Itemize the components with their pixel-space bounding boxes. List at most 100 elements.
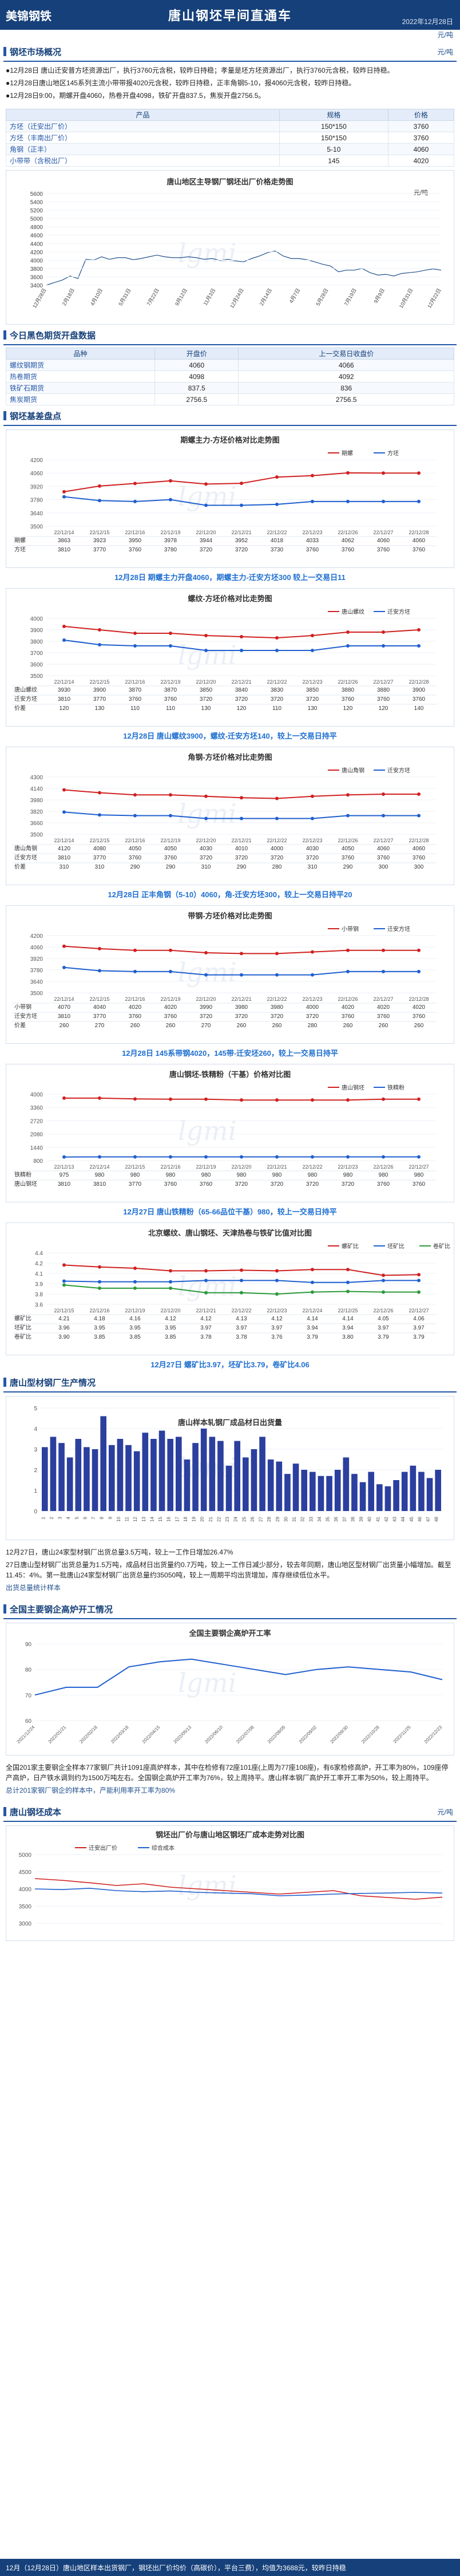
table-cell: 3.97 (378, 1325, 389, 1331)
watermark: lgmi (178, 1667, 237, 1698)
data-point (275, 796, 279, 800)
table-cell: 3720 (235, 547, 248, 553)
section-header-futures: 今日黑色期货开盘数据 (0, 328, 460, 342)
watermark: lgmi (178, 1870, 237, 1901)
legend-label: 方坯 (387, 449, 399, 457)
table-cell: 唐山角钢 (14, 845, 37, 852)
y-tick-label: 3780 (30, 968, 43, 974)
x-tick-label: 32 (300, 1516, 306, 1521)
legend-label: 唐山钢坯 (342, 1084, 364, 1091)
y-tick-label: 0 (34, 1509, 37, 1515)
bar (125, 1445, 132, 1511)
table-cell: 3850 (200, 687, 213, 693)
table-cell: 4060 (413, 538, 426, 544)
data-point (62, 495, 66, 499)
data-point (382, 1273, 385, 1277)
x-tick-label: 22/12/28 (409, 530, 429, 535)
y-tick-label: 3780 (30, 498, 43, 504)
data-point (382, 1279, 385, 1283)
y-tick-label: 5400 (30, 200, 43, 206)
bar (158, 1430, 165, 1511)
table-cell: 3980 (235, 1004, 248, 1011)
series-line (34, 1887, 443, 1896)
table-cell: 4020 (342, 1004, 355, 1011)
table-cell: 260 (272, 1023, 282, 1029)
comparison-chart: lgmi 唐山钢坯-铁精粉（干基）价格对比图 唐山钢坯 铁精粉 800 1440 2080 2… (6, 1064, 454, 1202)
y-tick-label: 3800 (30, 639, 43, 645)
data-point (311, 1155, 314, 1159)
data-point (133, 969, 137, 973)
y-tick-label: 3500 (30, 524, 43, 530)
chart-title: 北京螺纹、唐山钢坯、天津热卷与铁矿比值对比图 (148, 1229, 312, 1237)
x-tick-label: 8 (100, 1516, 105, 1519)
data-point (382, 969, 385, 973)
table-cell: 3760 (377, 696, 390, 703)
table-cell: 3.85 (165, 1334, 176, 1340)
x-tick-label: 13 (141, 1516, 146, 1521)
x-tick-label: 22/12/20 (196, 679, 216, 685)
section-marker (3, 47, 6, 56)
x-tick-label: 22/12/23 (302, 996, 322, 1002)
data-point (275, 816, 279, 820)
x-tick-label: 22/12/23 (302, 530, 322, 535)
table-cell: 3760 (164, 855, 177, 861)
x-tick-label: 44 (400, 1516, 406, 1521)
market-price-table: 产品 规格 价格 方坯（迁安出厂价） 150*150 3760 方坯（丰南出厂价） 1… (6, 109, 455, 167)
y-tick-label: 3920 (30, 956, 43, 962)
data-point (169, 1155, 172, 1159)
data-point (346, 948, 350, 952)
y-tick-label: 4140 (30, 786, 43, 792)
x-tick-label: 10月31日 (398, 287, 414, 309)
section-marker (3, 1807, 6, 1816)
data-point (417, 471, 421, 475)
table-cell: 3760 (413, 696, 426, 703)
page-title: 唐山钢坯早间直通车 (168, 9, 292, 23)
data-point (311, 1280, 314, 1284)
y-tick-label: 4.2 (35, 1261, 43, 1267)
table-cell: 150*150 (279, 132, 388, 144)
table-header: 规格 (279, 109, 388, 121)
bar (167, 1439, 173, 1511)
table-cell: 980 (201, 1172, 211, 1178)
x-tick-label: 22/12/28 (409, 679, 429, 685)
x-tick-label: 22/12/14 (54, 996, 74, 1002)
data-point (204, 951, 208, 954)
production-note: 出货总量统计样本 (6, 1584, 61, 1592)
data-point (169, 1097, 172, 1101)
section-rule (3, 344, 457, 345)
comparison-chart: lgmi 角钢-方坯价格对比走势图 唐山角钢 迁安方坯 3500 3660 3820 3980… (6, 747, 454, 885)
table-cell: 4.06 (413, 1316, 425, 1322)
table-cell: 3770 (93, 547, 106, 553)
table-cell: 2756.5 (238, 393, 454, 405)
table-cell: 3730 (271, 547, 284, 553)
data-point (346, 630, 350, 634)
data-point (417, 1290, 421, 1294)
data-point (62, 810, 66, 814)
data-point (62, 1283, 66, 1287)
table-cell: 3.95 (165, 1325, 176, 1331)
x-tick-label: 2021/12/24 (16, 1725, 36, 1745)
y-tick-label: 4000 (30, 1092, 43, 1098)
legend-label: 唐山螺纹 (342, 608, 364, 616)
data-point (169, 969, 172, 973)
bar (243, 1457, 249, 1511)
table-cell: 3770 (93, 696, 106, 703)
table-cell: 4000 (271, 846, 284, 852)
shipment-chart-slot: lgmi 唐山样本轧钢厂成品材日出货量 0 1 2 3 4 5 1 2 3 4 5 6 7 8 9 10 11 12 1… (0, 1396, 460, 1540)
x-tick-label: 22/12/22 (267, 679, 287, 685)
x-tick-label: 22/12/22 (231, 1308, 251, 1313)
table-cell: 3720 (306, 1013, 319, 1020)
data-point (346, 1289, 350, 1293)
y-tick-label: 4.4 (35, 1250, 43, 1257)
y-tick-label: 3500 (19, 1904, 32, 1910)
chart-title: 钢坯出厂价与唐山地区钢坯厂成本走势对比图 (156, 1831, 304, 1839)
x-tick-label: 30 (283, 1516, 288, 1521)
table-header: 品种 (5, 348, 156, 360)
section-unit: 元/吨 (437, 1808, 453, 1816)
cost-chart-slot: lgmi 钢坯出厂价与唐山地区钢坯厂成本走势对比图 迁安出厂价 综合成本 3000 350… (0, 1825, 460, 1941)
table-cell: 4020 (387, 155, 455, 167)
x-tick-label: 2022/05/13 (173, 1725, 193, 1745)
data-point (417, 628, 421, 632)
y-tick-label: 3500 (30, 991, 43, 997)
data-point (382, 792, 385, 796)
